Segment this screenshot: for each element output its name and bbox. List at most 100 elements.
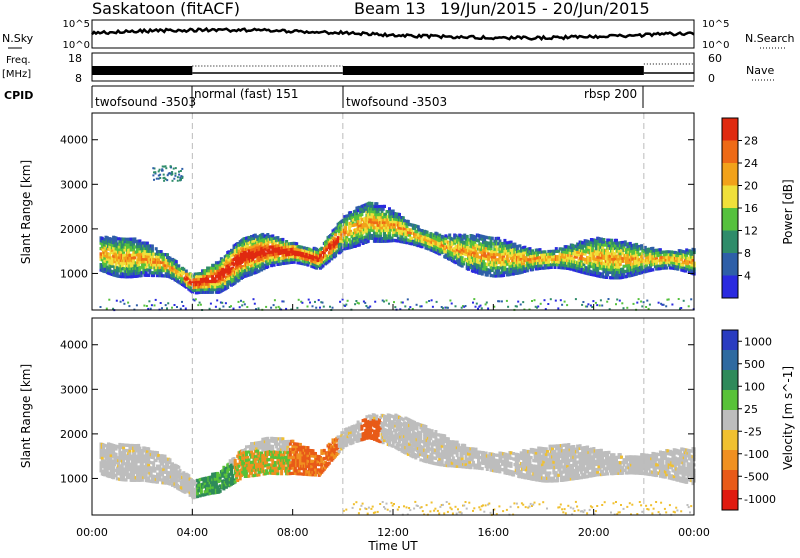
power-cell [360,213,363,216]
power-cell [181,278,184,281]
velocity-data-cells [100,413,696,516]
power-cell [398,213,401,216]
power-cell [547,303,549,305]
power-cell [318,299,320,301]
freq-unit-label: [MHz] [2,69,31,80]
power-cell [322,302,324,304]
power-cell [175,260,178,263]
power-cell [646,300,648,302]
power-cell [177,180,179,182]
power-cell [540,303,542,305]
power-cell [516,306,518,308]
power-cell [273,304,275,306]
power-cell [409,306,411,308]
power-cell [544,299,546,301]
power-cell [154,304,156,306]
power-cell [181,168,183,170]
power-ylabel: Slant Range [km] [19,160,33,264]
power-cell [581,304,583,306]
power-cell [393,301,395,303]
power-cell [158,170,160,172]
power-cell [274,299,276,301]
power-cell [369,306,371,308]
power-cell [246,306,248,308]
power-cell [108,299,110,301]
power-cell [561,304,563,306]
power-cell [307,306,309,308]
velocity-cell [179,469,182,472]
power-cell [182,305,184,307]
power-cell [156,178,158,180]
power-cell [258,307,260,309]
power-cell [128,305,130,307]
power-cell [296,307,298,309]
power-cell [162,170,164,172]
power-cell [154,171,156,173]
nsky-right-tick-top: 10^5 [702,19,729,30]
power-y-tick-label: 2000 [60,223,88,236]
power-cell [244,303,246,305]
power-cell [436,232,439,235]
power-cell [127,302,129,304]
power-cell [587,303,589,305]
power-cell [615,303,617,305]
power-cell [221,302,223,304]
power-cell [476,303,478,305]
power-cell [683,300,685,302]
power-cell [477,308,479,310]
power-cell [281,238,284,241]
power-cell [485,303,487,305]
power-cell [216,299,218,301]
power-cell [155,299,157,301]
power-cell [160,302,162,304]
power-cell [177,176,179,178]
power-cell [633,303,635,305]
power-cell [319,307,321,309]
freq-trace [92,64,694,75]
power-cell [465,305,467,307]
nave-tick-bottom: 0 [708,72,715,85]
power-cell [171,171,173,173]
power-cell [151,245,154,248]
power-cell [176,306,178,308]
power-cell [534,299,536,301]
power-cell [636,302,638,304]
power-cell [690,298,692,300]
power-cell [215,306,217,308]
power-cell [315,307,317,309]
power-cell [172,180,174,182]
power-cell [451,303,453,305]
power-cell [370,202,373,205]
power-cell [146,242,149,245]
power-cell [254,303,256,305]
power-cell [163,180,165,182]
power-cell [388,303,390,305]
power-cell [106,308,108,310]
power-cell [222,306,224,308]
power-cell [173,168,175,170]
power-cell [645,306,647,308]
velocity-cell [187,474,190,477]
power-cell [640,301,642,303]
power-cell [166,307,168,309]
power-cell [498,300,500,302]
nave-label: Nave [746,64,774,77]
power-cell [345,304,347,306]
power-y-tick-label: 1000 [60,267,88,280]
power-cell [621,302,623,304]
power-cell [416,304,418,306]
power-cell [120,301,122,303]
power-cell [174,175,176,177]
power-cell [550,298,552,300]
power-cell [448,234,451,237]
power-cell [616,299,618,301]
nsky-label: N.Sky [2,32,34,45]
velocity-cell [115,453,118,456]
velocity-cell [167,466,170,469]
power-cell [239,306,241,308]
power-cell [166,253,169,256]
power-cell [602,238,605,241]
power-cell [665,266,668,269]
power-cell [595,302,597,304]
